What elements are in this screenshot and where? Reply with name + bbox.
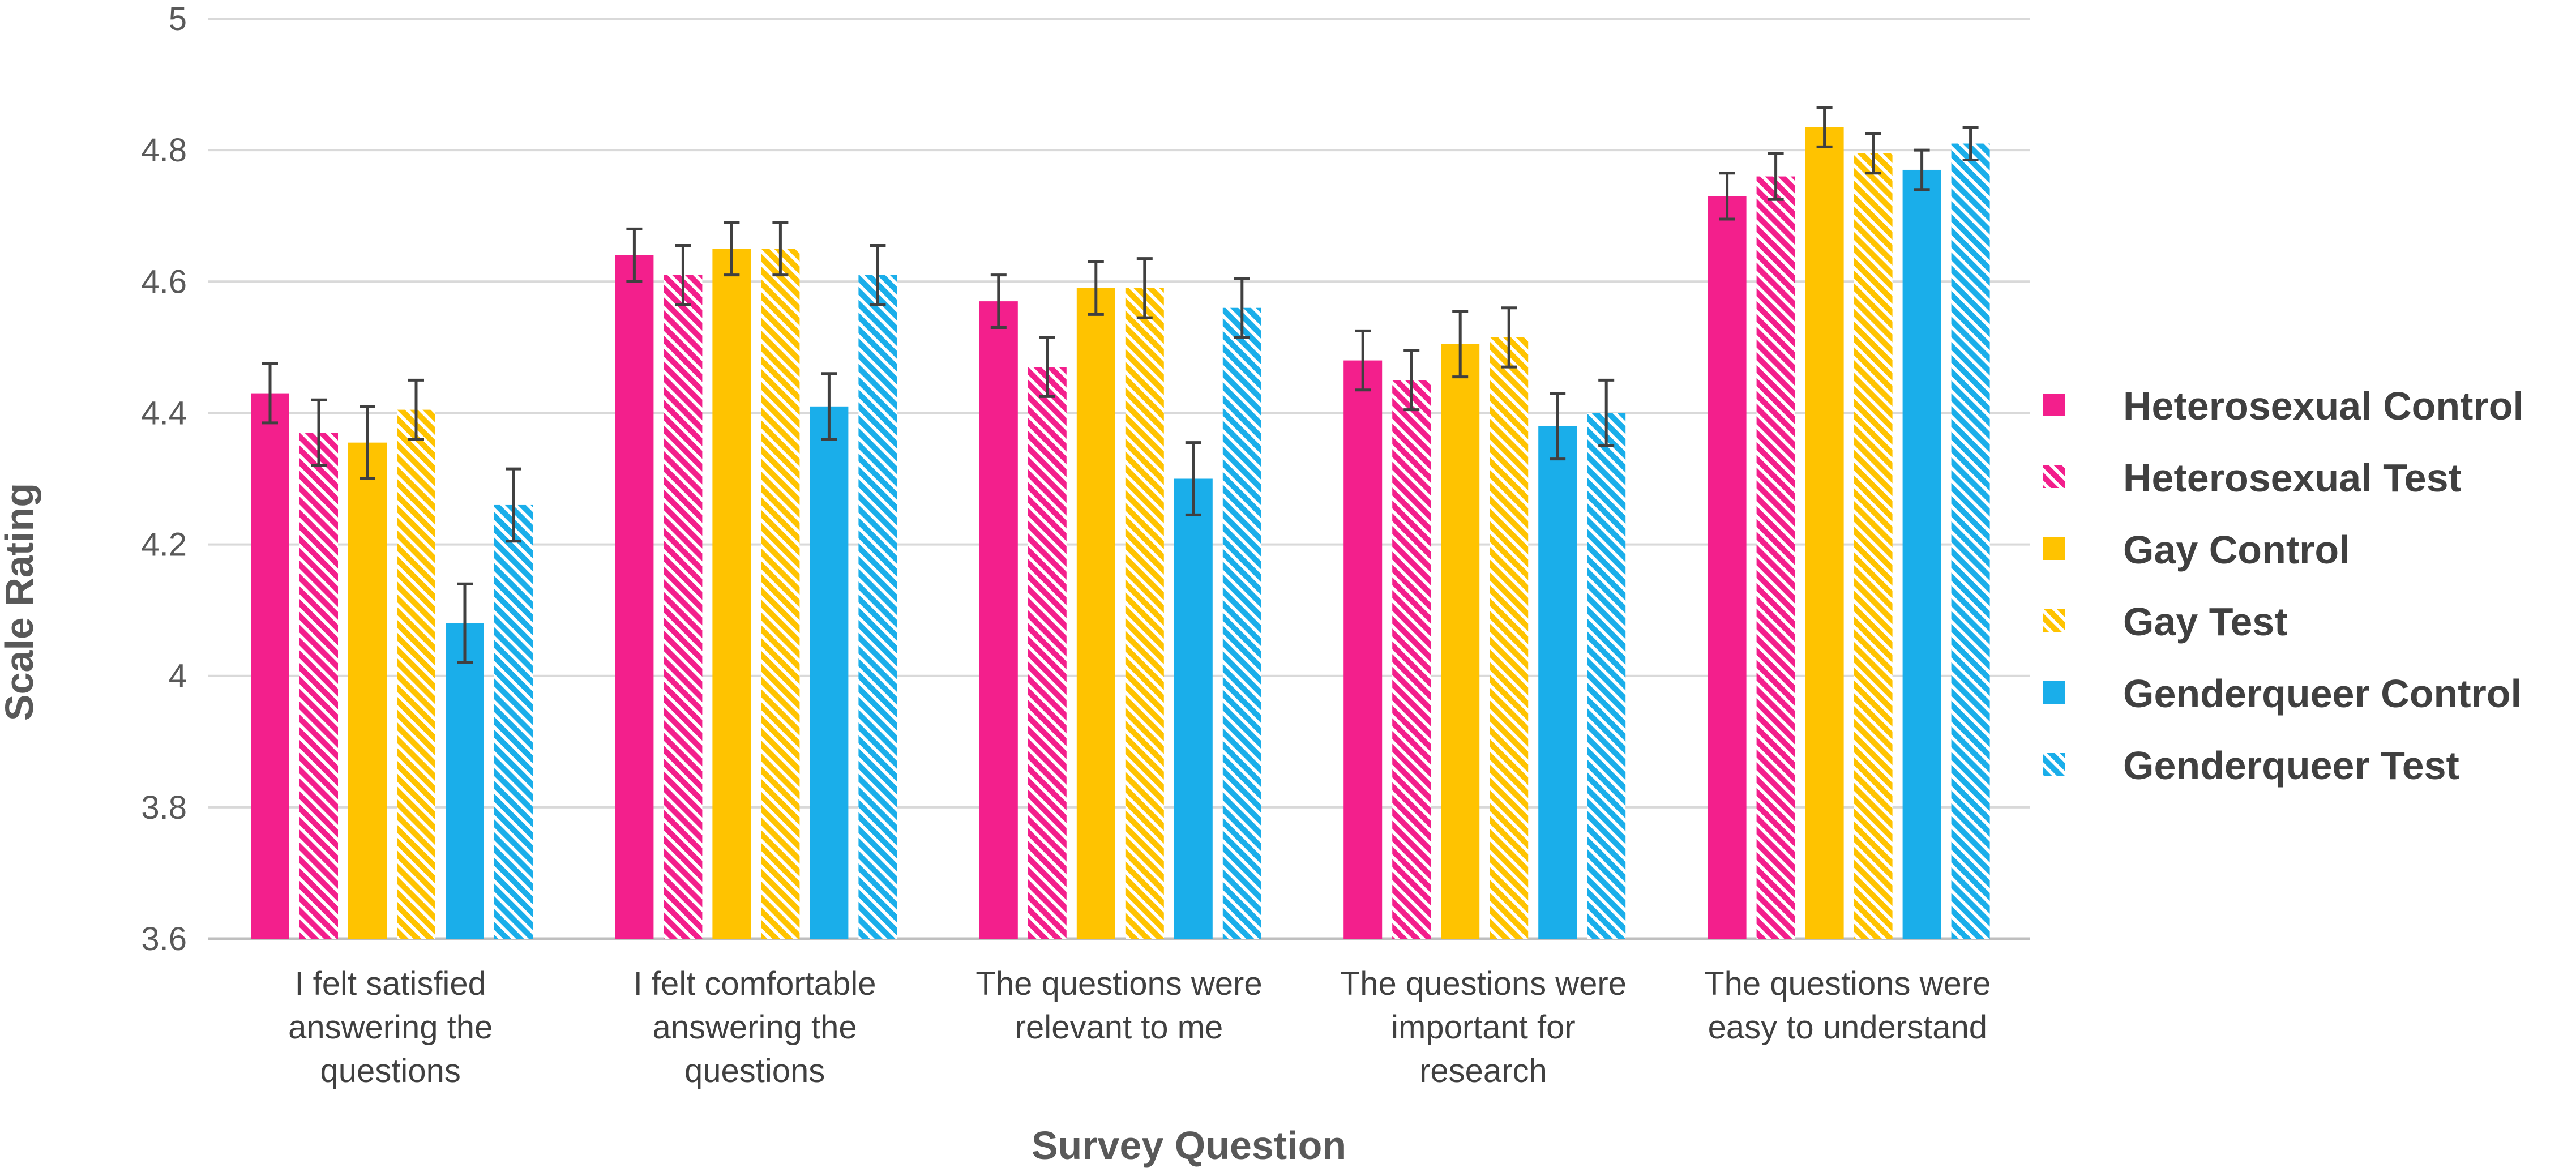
error-bar [1403,349,1420,412]
bar [1708,196,1747,939]
bar [1174,478,1213,939]
legend-swatch [2043,753,2065,776]
bar [494,504,533,939]
error-bar [1816,106,1833,148]
legend-label: Heterosexual Control [2123,384,2524,428]
y-tick-label: 3.8 [141,789,187,826]
error-bar [1501,306,1517,369]
legend-label: Genderqueer Control [2123,672,2522,716]
bar [1076,288,1115,939]
error-bar [675,243,691,306]
y-tick-label: 4.8 [141,132,187,169]
y-tick-label: 5 [169,1,187,37]
bar [664,275,703,939]
error-bar [1234,276,1250,339]
bar [1587,413,1626,939]
legend-swatch [2043,394,2065,416]
x-category-label: I felt comfortable answering the questions [634,965,876,1089]
error-bar [990,273,1007,330]
bar [1951,143,1990,939]
bar [1854,153,1893,939]
error-bar [262,362,278,425]
bar [1222,307,1261,939]
legend-label: Gay Test [2123,600,2288,644]
y-tick-label: 4 [169,658,187,695]
legend-swatch [2043,609,2065,632]
bar [299,433,338,939]
bar [761,249,800,939]
error-bar [1719,172,1735,221]
category-labels: I felt satisfied answering the questions I … [288,965,1991,1089]
x-axis-title: Survey Question [1032,1123,1346,1168]
bar [1441,344,1480,939]
error-bar [506,467,521,543]
y-tick-label: 4.2 [141,527,187,563]
bar [979,301,1018,939]
error-bar [1550,392,1566,461]
bar [1125,288,1164,939]
bar [1902,169,1941,939]
error-bar [1088,260,1104,316]
error-bar [457,582,473,664]
bar [397,409,435,939]
legend-swatch [2043,465,2065,488]
error-bar [1768,152,1784,201]
error-bars [262,106,1979,664]
y-tick-label: 4.6 [141,263,187,300]
bars [251,127,1990,939]
error-bar [821,372,837,441]
bar [1028,367,1067,939]
bar [712,249,751,939]
error-bar [408,378,424,441]
bar [1805,127,1844,939]
error-bar [1914,148,1930,191]
y-axis-title: Scale Rating [0,483,41,721]
error-bar [360,405,375,480]
y-tick-label: 3.6 [141,921,187,957]
bar [251,393,289,939]
bar [810,406,849,939]
error-bar [1185,441,1201,516]
bar [615,255,654,939]
x-category-label: I felt satisfied answering the questions [288,965,493,1089]
error-bar [724,221,740,277]
y-axis-tick-labels: 3.6 3.8 4 4.2 4.4 4.6 4.8 5 [141,1,187,957]
bar [858,275,897,939]
error-bar [772,221,789,277]
x-category-label: The questions were important for research [1340,965,1627,1089]
legend: Heterosexual Control Heterosexual Test Gay… [2043,384,2524,788]
error-bar [1598,378,1615,447]
error-bar [1039,336,1055,398]
error-bar [1865,132,1881,175]
error-bar [1355,329,1371,392]
bar [1756,176,1795,939]
error-bar [626,227,643,283]
legend-label: Heterosexual Test [2123,456,2462,500]
x-category-label: The questions were easy to understand [1704,965,1991,1046]
bar [446,623,484,939]
bar [1538,426,1577,939]
y-tick-label: 4.4 [141,395,187,431]
legend-label: Genderqueer Test [2123,743,2459,788]
error-bar [1136,257,1153,319]
bar [1392,380,1431,939]
x-category-label: The questions were relevant to me [975,965,1262,1046]
error-bar [870,243,886,306]
error-bar [311,398,327,467]
legend-swatch [2043,681,2065,704]
bar [1343,360,1383,939]
legend-swatch [2043,537,2065,560]
error-bar [1452,310,1469,379]
bar [1490,337,1529,939]
error-bar [1962,126,1979,162]
bar [348,442,387,939]
legend-label: Gay Control [2123,528,2350,572]
